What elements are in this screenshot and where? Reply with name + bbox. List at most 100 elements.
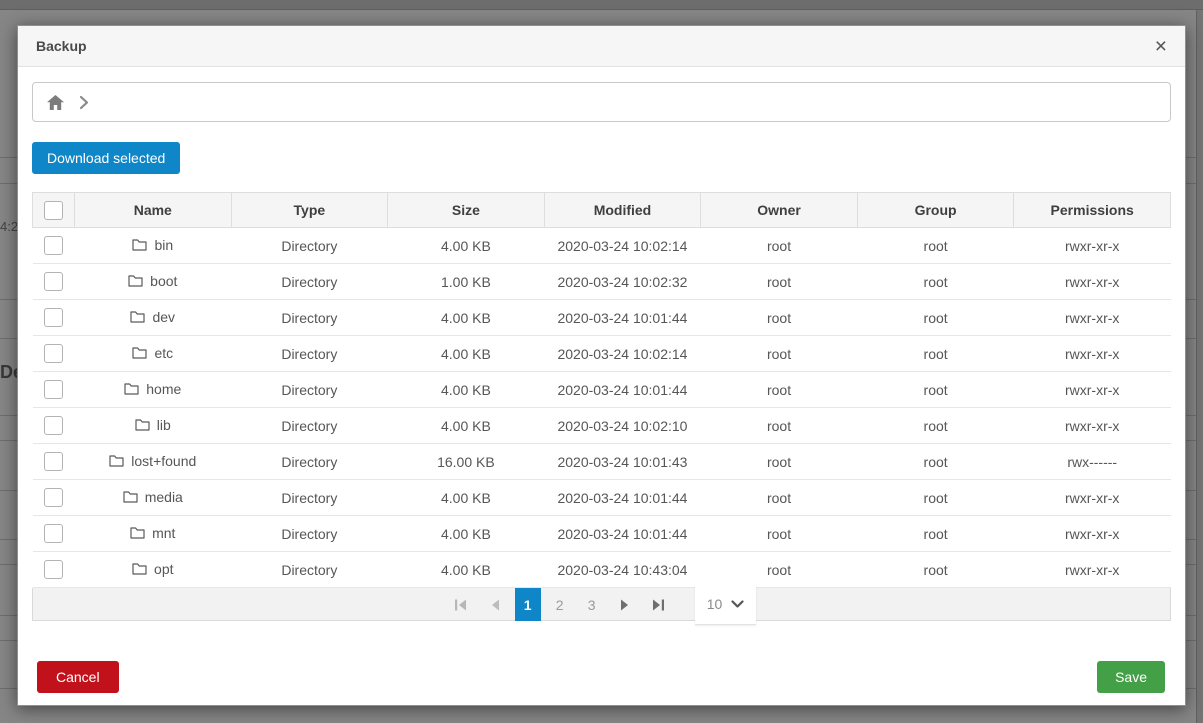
- row-checkbox[interactable]: [44, 488, 63, 507]
- column-header-type[interactable]: Type: [230, 192, 389, 228]
- owner-cell: root: [700, 443, 858, 480]
- size-cell: 4.00 KB: [387, 407, 545, 444]
- pagination-bar: 1 2 3 10: [32, 584, 1171, 625]
- type-cell: Directory: [231, 443, 388, 480]
- download-selected-button[interactable]: Download selected: [32, 142, 181, 174]
- next-page-button[interactable]: [611, 588, 639, 621]
- name-cell: lib: [74, 407, 232, 444]
- folder-icon: [109, 454, 124, 467]
- close-icon[interactable]: ×: [1154, 34, 1167, 58]
- directory-name: home: [146, 380, 182, 397]
- column-header-size[interactable]: Size: [387, 192, 545, 228]
- page-button-3[interactable]: 3: [587, 596, 596, 613]
- type-cell: Directory: [231, 263, 388, 300]
- modified-cell: 2020-03-24 10:02:10: [544, 407, 701, 444]
- row-checkbox[interactable]: [44, 308, 63, 327]
- row-checkbox[interactable]: [44, 236, 63, 255]
- row-checkbox[interactable]: [44, 560, 63, 579]
- folder-icon: [130, 526, 145, 539]
- page-button-1[interactable]: 1: [514, 588, 541, 621]
- permissions-cell: rwxr-xr-x: [1013, 299, 1171, 336]
- home-icon[interactable]: [47, 94, 64, 110]
- size-cell: 4.00 KB: [387, 227, 545, 264]
- directory-link[interactable]: dev: [130, 309, 175, 325]
- dialog-body: Download selected Name Type Size Modifie…: [18, 67, 1185, 661]
- row-checkbox[interactable]: [44, 344, 63, 363]
- background-top-bar: [0, 0, 1203, 10]
- table-row[interactable]: home Directory 4.00 KB 2020-03-24 10:01:…: [32, 371, 1171, 408]
- directory-link[interactable]: mnt: [130, 525, 175, 541]
- table-row[interactable]: bin Directory 4.00 KB 2020-03-24 10:02:1…: [32, 227, 1171, 264]
- row-checkbox[interactable]: [44, 416, 63, 435]
- size-cell: 4.00 KB: [387, 299, 545, 336]
- permissions-cell: rwxr-xr-x: [1013, 371, 1171, 408]
- group-cell: root: [857, 551, 1014, 588]
- directory-link[interactable]: boot: [128, 273, 177, 289]
- select-all-checkbox[interactable]: [44, 200, 63, 220]
- column-header-owner[interactable]: Owner: [700, 192, 858, 228]
- directory-link[interactable]: bin: [132, 237, 173, 253]
- cancel-button[interactable]: Cancel: [37, 661, 119, 693]
- type-cell: Directory: [231, 479, 388, 516]
- owner-cell: root: [700, 407, 858, 444]
- table-row[interactable]: etc Directory 4.00 KB 2020-03-24 10:02:1…: [32, 335, 1171, 372]
- folder-icon: [132, 238, 148, 251]
- column-header-modified[interactable]: Modified: [543, 192, 702, 228]
- row-checkbox-cell: [32, 551, 75, 588]
- permissions-cell: rwxr-xr-x: [1013, 515, 1171, 552]
- name-cell: media: [74, 479, 232, 516]
- table-row[interactable]: lost+found Directory 16.00 KB 2020-03-24…: [32, 443, 1171, 480]
- page-button-2[interactable]: 2: [555, 596, 564, 613]
- group-cell: root: [857, 479, 1014, 516]
- previous-page-button[interactable]: [481, 588, 509, 621]
- row-checkbox[interactable]: [44, 272, 63, 291]
- table-row[interactable]: boot Directory 1.00 KB 2020-03-24 10:02:…: [32, 263, 1171, 300]
- directory-link[interactable]: opt: [132, 561, 174, 577]
- type-cell: Directory: [231, 227, 388, 264]
- permissions-cell: rwxr-xr-x: [1013, 335, 1171, 372]
- folder-icon: [135, 418, 150, 431]
- owner-cell: root: [700, 335, 858, 372]
- row-checkbox-cell: [32, 371, 75, 408]
- table-row[interactable]: lib Directory 4.00 KB 2020-03-24 10:02:1…: [32, 407, 1171, 444]
- row-checkbox[interactable]: [44, 452, 63, 471]
- row-checkbox-cell: [32, 515, 75, 552]
- group-cell: root: [857, 227, 1014, 264]
- modified-cell: 2020-03-24 10:01:44: [544, 299, 701, 336]
- column-header-permissions[interactable]: Permissions: [1013, 192, 1171, 228]
- save-button[interactable]: Save: [1097, 661, 1165, 693]
- breadcrumb: [32, 82, 1171, 122]
- directory-link[interactable]: lib: [135, 417, 171, 433]
- first-page-button[interactable]: [447, 588, 475, 621]
- directory-link[interactable]: etc: [132, 345, 173, 361]
- table-row[interactable]: media Directory 4.00 KB 2020-03-24 10:01…: [32, 479, 1171, 516]
- permissions-cell: rwxr-xr-x: [1013, 551, 1171, 588]
- row-checkbox[interactable]: [44, 524, 63, 543]
- directory-name: mnt: [152, 524, 176, 541]
- table-row[interactable]: mnt Directory 4.00 KB 2020-03-24 10:01:4…: [32, 515, 1171, 552]
- owner-cell: root: [700, 515, 858, 552]
- file-table: Name Type Size Modified Owner Group Perm…: [32, 192, 1171, 588]
- directory-link[interactable]: lost+found: [109, 453, 196, 469]
- group-cell: root: [857, 299, 1014, 336]
- directory-name: etc: [154, 344, 174, 361]
- column-header-name[interactable]: Name: [74, 192, 232, 228]
- type-cell: Directory: [231, 335, 388, 372]
- group-cell: root: [857, 515, 1014, 552]
- folder-icon: [124, 382, 139, 395]
- row-checkbox-cell: [32, 299, 75, 336]
- table-row[interactable]: dev Directory 4.00 KB 2020-03-24 10:01:4…: [32, 299, 1171, 336]
- select-all-cell: [32, 192, 75, 228]
- column-header-group[interactable]: Group: [856, 192, 1015, 228]
- size-cell: 16.00 KB: [387, 443, 545, 480]
- page-size-select[interactable]: 10: [694, 584, 757, 625]
- name-cell: opt: [74, 551, 232, 588]
- table-row[interactable]: opt Directory 4.00 KB 2020-03-24 10:43:0…: [32, 551, 1171, 588]
- row-checkbox[interactable]: [44, 380, 63, 399]
- chevron-right-icon: [79, 95, 89, 110]
- name-cell: etc: [74, 335, 232, 372]
- last-page-button[interactable]: [645, 588, 673, 621]
- modified-cell: 2020-03-24 10:02:14: [544, 335, 701, 372]
- directory-link[interactable]: media: [123, 489, 183, 505]
- directory-link[interactable]: home: [124, 381, 181, 397]
